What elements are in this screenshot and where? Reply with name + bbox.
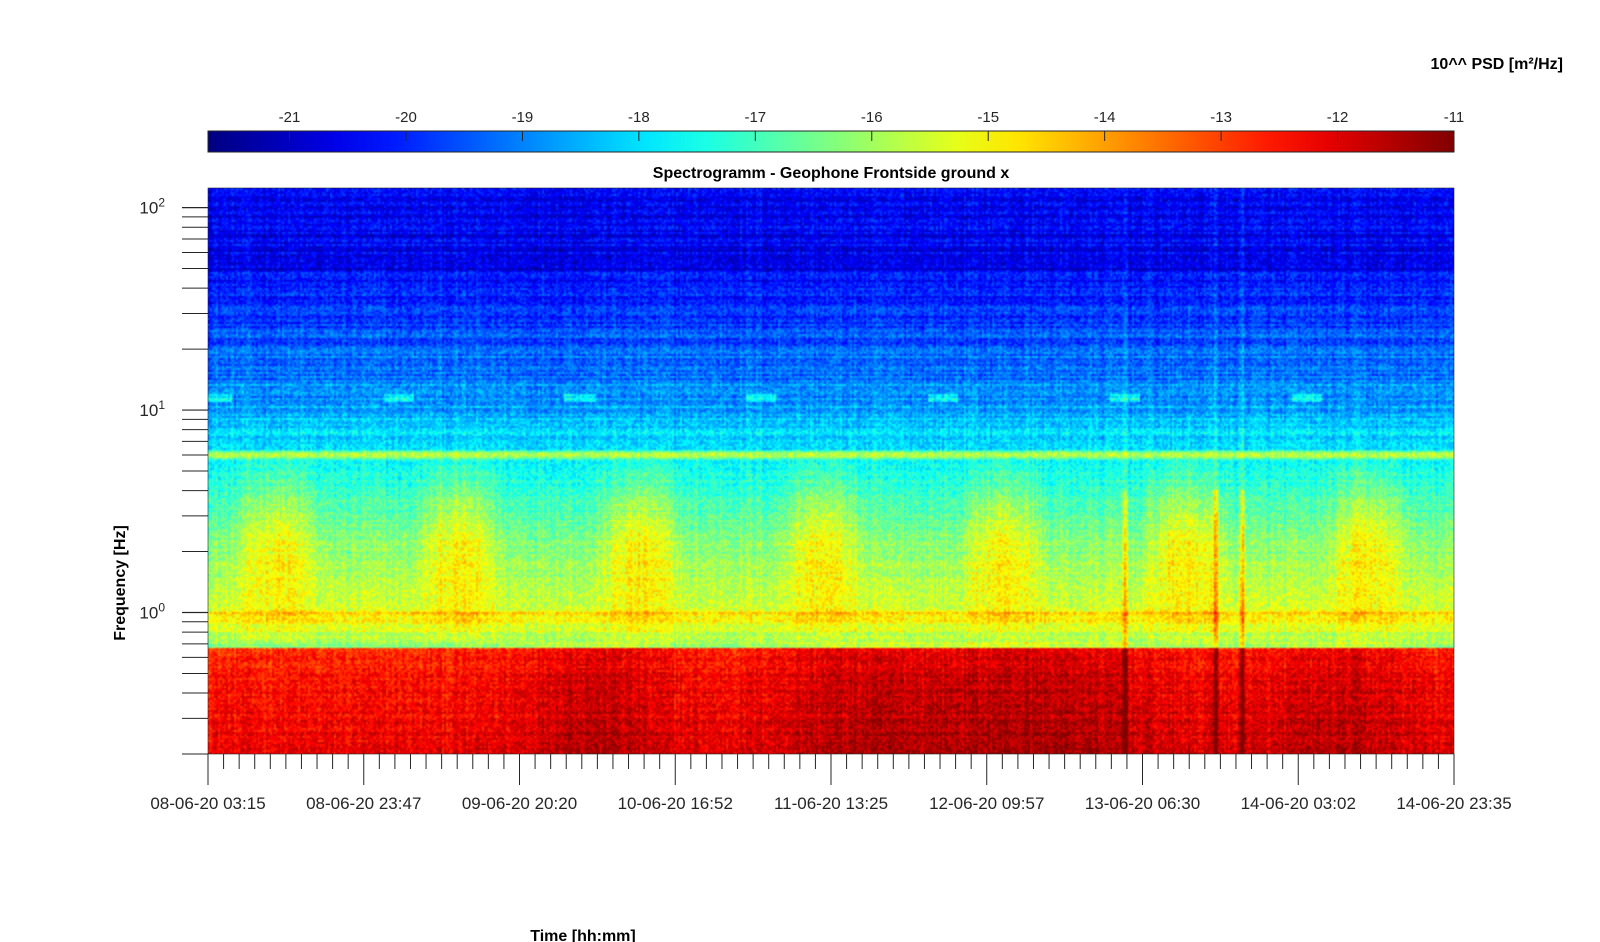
x-tick-label: 08-06-20 23:47 [306,794,421,813]
colorbar-tick-label: -19 [512,109,534,126]
y-axis-label: Frequency [Hz] [112,525,129,641]
y-axis: 102 101 100 [139,196,208,755]
x-tick-label: 13-06-20 06:30 [1085,794,1200,813]
colorbar-tick-label: -21 [279,109,301,126]
x-tick-label: 10-06-20 16:52 [618,794,733,813]
x-axis: 08-06-20 03:15 08-06-20 23:47 09-06-20 20:… [150,754,1512,813]
x-tick-label: 11-06-20 13:25 [774,794,888,813]
chart-title: Spectrogramm - Geophone Frontside ground… [653,165,1010,182]
y-tick-label: 101 [139,398,165,420]
colorbar: -21 -20 -19 -18 -17 -16 -15 -14 -13 -12 -11 [207,109,1465,153]
colorbar-tick-label: -16 [861,109,883,126]
x-tick-label: 14-06-20 23:35 [1396,794,1511,813]
y-tick-label: 102 [139,196,165,218]
colorbar-tick-label: -20 [395,109,417,126]
colorbar-tick-label: -15 [977,109,999,126]
colorbar-tick-label: -14 [1094,109,1116,126]
x-axis-label: Time [hh:mm] [530,928,635,942]
x-tick-label: 08-06-20 03:15 [150,794,265,813]
colorbar-ticks: -21 -20 -19 -18 -17 -16 -15 -14 -13 -12 -11 [279,109,1465,141]
colorbar-gradient [207,130,1455,153]
x-tick-label: 14-06-20 03:02 [1241,794,1356,813]
colorbar-tick-label: -11 [1444,109,1465,126]
x-tick-label: 09-06-20 20:20 [462,794,577,813]
y-tick-label: 100 [139,601,165,623]
x-tick-label: 12-06-20 09:57 [929,794,1044,813]
colorbar-label: 10^^ PSD [m²/Hz] [1431,56,1563,73]
colorbar-tick-label: -13 [1210,109,1232,126]
colorbar-tick-label: -18 [628,109,650,126]
colorbar-tick-label: -17 [744,109,766,126]
spectrogram-heatmap [208,188,1454,754]
colorbar-tick-label: -12 [1327,109,1349,126]
